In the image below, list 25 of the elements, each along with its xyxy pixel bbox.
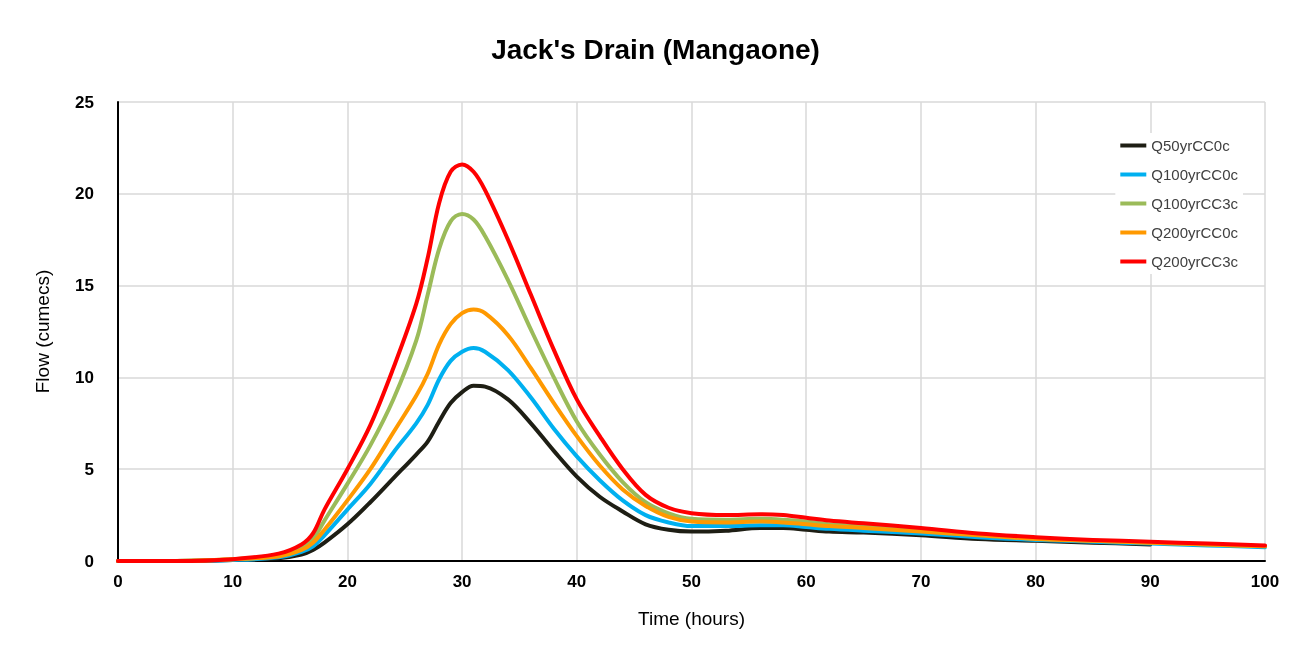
x-tick-label: 40 [567,572,587,591]
y-tick-label: 20 [75,184,94,204]
x-tick-label: 50 [682,572,701,591]
y-tick-label: 15 [75,276,94,296]
legend-label: Q200yrCC3c [1151,253,1239,270]
chart-title: Jack's Drain (Mangaone) [491,33,820,65]
y-tick-label: 0 [84,551,94,571]
x-tick-label: 100 [1250,572,1280,591]
y-tick-label: 25 [75,92,94,112]
x-tick-label: 70 [911,572,931,591]
x-tick-label: 10 [223,572,243,591]
x-tick-label: 90 [1140,572,1160,591]
x-tick-label: 30 [452,572,472,591]
legend-label: Q50yrCC0c [1151,137,1231,154]
y-tick-label: 10 [75,367,94,387]
x-tick-label: 0 [113,572,123,591]
x-axis-title: Time (hours) [638,608,745,629]
x-tick-label: 20 [337,572,357,591]
x-tick-label: 60 [796,572,816,591]
y-tick-label: 5 [84,459,94,479]
x-tick-label: 80 [1026,572,1046,591]
legend-label: Q100yrCC0c [1151,166,1239,183]
legend-label: Q100yrCC3c [1151,195,1239,212]
y-axis-title: Flow (cumecs) [32,269,53,394]
legend-label: Q200yrCC0c [1151,224,1239,241]
